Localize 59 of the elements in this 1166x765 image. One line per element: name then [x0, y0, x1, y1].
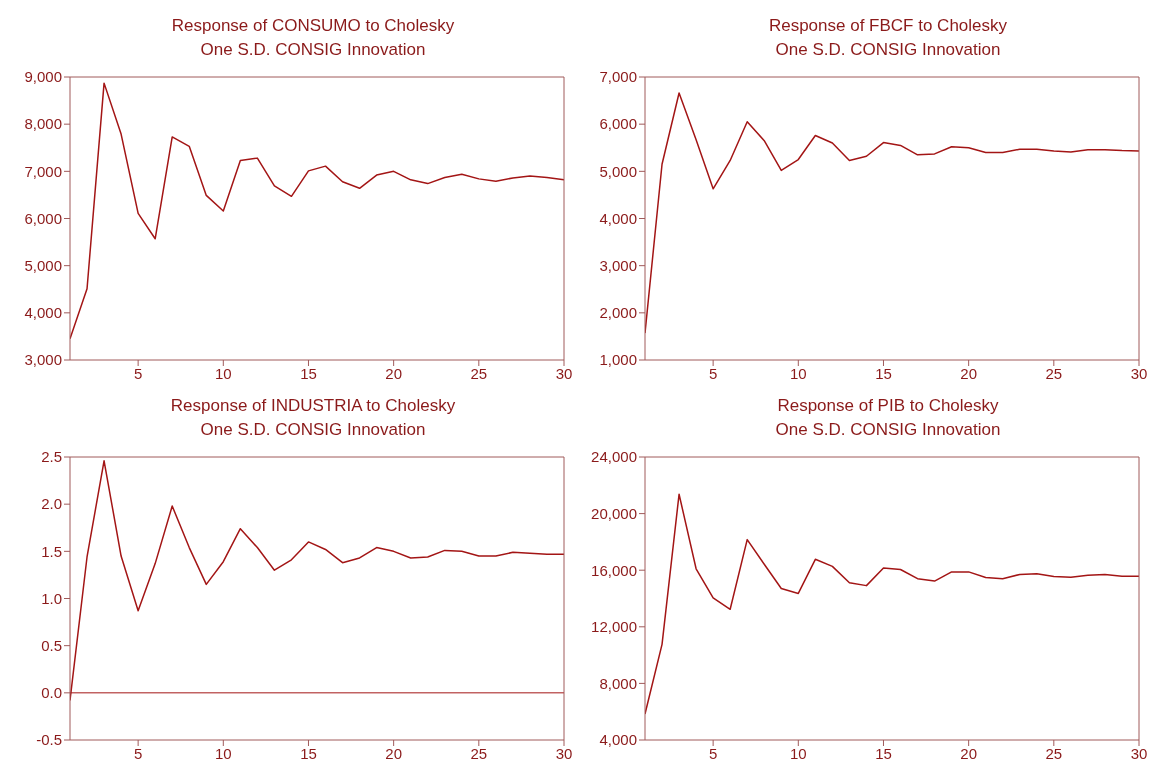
y-tick-label: 9,000 — [24, 68, 62, 86]
chart-title: Response of FBCF to Cholesky — [767, 15, 1009, 37]
chart-title: Response of PIB to Cholesky — [776, 395, 1000, 417]
y-tick-label: 2.0 — [41, 495, 62, 513]
x-tick-label: 5 — [133, 744, 143, 762]
x-tick-label: 10 — [214, 364, 232, 382]
x-tick-label: 25 — [1045, 744, 1063, 762]
y-tick-label: 4,000 — [599, 731, 637, 749]
x-tick-label: 10 — [214, 744, 232, 762]
chart-title: Response of INDUSTRIA to Cholesky — [169, 395, 457, 417]
y-tick-label: 0.0 — [41, 684, 62, 702]
x-tick-label: 5 — [133, 364, 143, 382]
x-tick-label: 5 — [708, 364, 718, 382]
y-tick-label: 1.5 — [41, 542, 62, 560]
y-tick-label: 7,000 — [24, 162, 62, 180]
y-tick-label: 1.0 — [41, 589, 62, 607]
x-tick-label: 15 — [300, 744, 317, 762]
x-tick-label: 5 — [708, 744, 718, 762]
y-tick-label: 7,000 — [599, 68, 637, 86]
y-tick-label: 3,000 — [24, 351, 62, 369]
x-tick-label: 25 — [470, 744, 488, 762]
chart-title: Response of CONSUMO to Cholesky — [170, 15, 456, 37]
y-tick-label: 6,000 — [599, 115, 637, 133]
y-tick-label: 5,000 — [599, 162, 637, 180]
x-tick-label: 20 — [960, 364, 977, 382]
y-tick-label: 2.5 — [41, 448, 62, 466]
x-tick-label: 10 — [789, 744, 807, 762]
chart-subtitle: One S.D. CONSIG Innovation — [774, 419, 1002, 441]
x-tick-label: 15 — [875, 364, 892, 382]
y-tick-label: 5,000 — [24, 256, 62, 274]
y-tick-label: 2,000 — [599, 304, 637, 322]
x-tick-label: 25 — [1045, 364, 1063, 382]
x-tick-label: 30 — [1130, 364, 1148, 382]
y-tick-label: 3,000 — [599, 256, 637, 274]
x-tick-label: 15 — [875, 744, 892, 762]
y-tick-label: 8,000 — [24, 115, 62, 133]
y-tick-label: 12,000 — [591, 618, 637, 636]
x-tick-label: 20 — [385, 364, 402, 382]
x-tick-label: 30 — [555, 744, 573, 762]
x-tick-label: 30 — [555, 364, 573, 382]
y-tick-label: 24,000 — [591, 448, 637, 466]
y-tick-label: 20,000 — [591, 504, 637, 522]
y-tick-label: 4,000 — [599, 209, 637, 227]
x-tick-label: 20 — [385, 744, 402, 762]
x-tick-label: 25 — [470, 364, 488, 382]
x-tick-label: 15 — [300, 364, 317, 382]
chart-subtitle: One S.D. CONSIG Innovation — [199, 419, 427, 441]
y-tick-label: 4,000 — [24, 304, 62, 322]
chart-subtitle: One S.D. CONSIG Innovation — [774, 39, 1002, 61]
y-tick-label: -0.5 — [36, 731, 62, 749]
y-tick-label: 16,000 — [591, 561, 637, 579]
chart-subtitle: One S.D. CONSIG Innovation — [199, 39, 427, 61]
y-tick-label: 0.5 — [41, 636, 62, 654]
x-tick-label: 20 — [960, 744, 977, 762]
y-tick-label: 6,000 — [24, 209, 62, 227]
x-tick-label: 10 — [789, 364, 807, 382]
y-tick-label: 8,000 — [599, 674, 637, 692]
x-tick-label: 30 — [1130, 744, 1148, 762]
y-tick-label: 1,000 — [599, 351, 637, 369]
